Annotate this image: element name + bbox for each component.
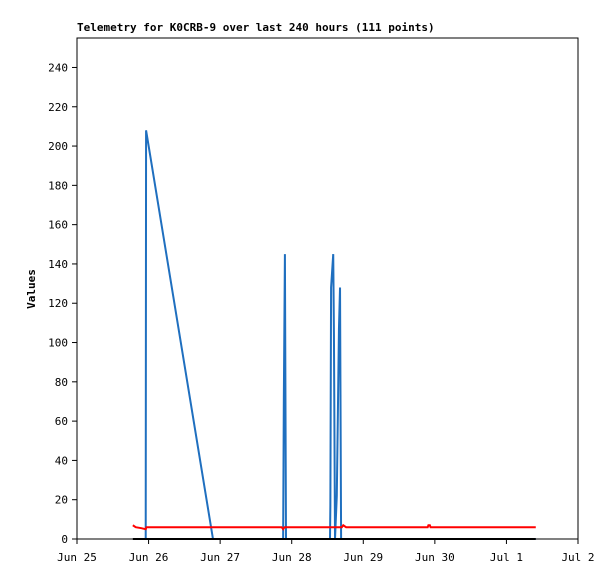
y-tick-label: 140 — [48, 258, 68, 271]
chart-title: Telemetry for K0CRB-9 over last 240 hour… — [77, 21, 435, 34]
x-tick-label: Jul 2 — [561, 551, 594, 564]
x-tick-label: Jun 26 — [129, 551, 169, 564]
x-tick-label: Jun 27 — [200, 551, 240, 564]
y-tick-label: 80 — [55, 376, 68, 389]
series-line — [144, 130, 536, 540]
y-tick-label: 100 — [48, 337, 68, 350]
plot-frame — [76, 37, 579, 540]
y-tick-label: 180 — [48, 179, 68, 192]
y-tick-label: 40 — [55, 454, 68, 467]
x-tick-label: Jul 1 — [490, 551, 523, 564]
y-tick-label: 60 — [55, 415, 68, 428]
x-tick-label: Jun 28 — [272, 551, 312, 564]
y-tick-label: 220 — [48, 101, 68, 114]
y-tick-label: 0 — [61, 533, 68, 546]
x-tick-label: Jun 25 — [57, 551, 97, 564]
y-tick-label: 240 — [48, 61, 68, 74]
y-axis-label: Values — [25, 269, 38, 309]
series-line — [132, 523, 536, 531]
y-tick-label: 20 — [55, 494, 68, 507]
x-tick-label: Jun 29 — [343, 551, 383, 564]
y-tick-label: 160 — [48, 219, 68, 232]
y-tick-label: 120 — [48, 297, 68, 310]
x-tick-label: Jun 30 — [415, 551, 455, 564]
y-tick-label: 200 — [48, 140, 68, 153]
